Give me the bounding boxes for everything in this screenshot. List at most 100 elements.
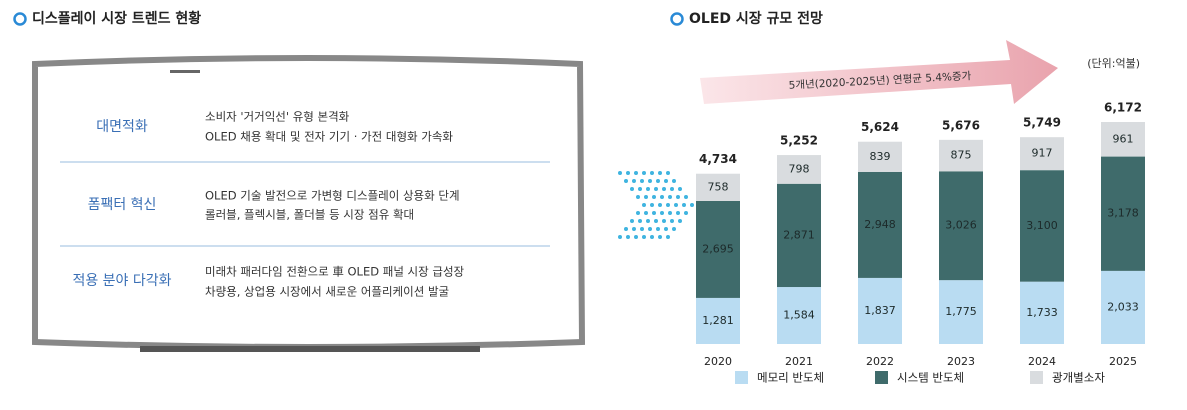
dot <box>666 203 670 207</box>
data-label: 2,695 <box>702 242 734 255</box>
total-label: 5,252 <box>780 134 818 148</box>
legend-label: 메모리 반도체 <box>757 371 824 385</box>
dot <box>670 219 674 223</box>
dot <box>650 203 654 207</box>
dot <box>652 211 656 215</box>
data-label: 1,733 <box>1026 306 1058 319</box>
left-title: 디스플레이 시장 트렌드 현황 <box>32 10 201 27</box>
title-icon <box>15 14 26 25</box>
dot <box>632 227 636 231</box>
dot <box>676 195 680 199</box>
data-label: 2,871 <box>783 228 815 241</box>
dot <box>678 219 682 223</box>
dot <box>652 195 656 199</box>
x-tick-label: 2023 <box>947 355 975 368</box>
dot <box>638 187 642 191</box>
total-label: 4,734 <box>699 152 737 166</box>
dot <box>636 195 640 199</box>
data-label: 839 <box>870 150 891 163</box>
x-tick-label: 2020 <box>704 355 732 368</box>
chart-title: OLED 시장 규모 전망 <box>689 10 823 27</box>
dot <box>664 227 668 231</box>
title-icon <box>672 14 683 25</box>
dot <box>654 187 658 191</box>
dot <box>640 227 644 231</box>
dot <box>660 195 664 199</box>
dot <box>682 203 686 207</box>
dot <box>644 195 648 199</box>
dot <box>684 211 688 215</box>
dot <box>660 211 664 215</box>
dot <box>618 171 622 175</box>
dot <box>634 171 638 175</box>
dot <box>676 211 680 215</box>
dot <box>626 171 630 175</box>
data-label: 798 <box>789 162 810 175</box>
chevron-dots <box>618 171 694 239</box>
data-label: 917 <box>1032 147 1053 160</box>
data-label: 3,026 <box>945 219 977 232</box>
row-text: 롤러블, 플렉시블, 폴더블 등 시장 점유 확대 <box>205 208 414 222</box>
data-label: 875 <box>951 149 972 162</box>
dot <box>638 219 642 223</box>
row-text: 차량용, 상업용 시장에서 새로운 어플리케이션 발굴 <box>205 285 449 299</box>
tv-detail <box>170 70 200 73</box>
dot <box>658 171 662 175</box>
dot <box>666 235 670 239</box>
dot <box>630 219 634 223</box>
tv-stand <box>140 346 480 352</box>
dot <box>632 179 636 183</box>
data-label: 1,281 <box>702 314 734 327</box>
row-text: 미래차 패러다임 전환으로 車 OLED 패널 시장 급성장 <box>205 265 465 279</box>
total-label: 5,676 <box>942 118 980 132</box>
row-text: OLED 채용 확대 및 전자 기기 · 가전 대형화 가속화 <box>205 130 453 144</box>
row-text: 소비자 '거거익선' 유형 본격화 <box>205 110 350 124</box>
dot <box>630 187 634 191</box>
dot <box>648 179 652 183</box>
legend-swatch <box>1030 371 1043 384</box>
dot <box>626 235 630 239</box>
x-tick-label: 2021 <box>785 355 813 368</box>
dot <box>636 211 640 215</box>
row-label: 대면적화 <box>96 119 148 135</box>
data-label: 3,178 <box>1107 207 1139 220</box>
dot <box>644 211 648 215</box>
dot <box>640 179 644 183</box>
dot <box>656 227 660 231</box>
x-tick-label: 2022 <box>866 355 894 368</box>
dot <box>654 219 658 223</box>
dot <box>646 187 650 191</box>
x-tick-label: 2024 <box>1028 355 1056 368</box>
dot <box>668 195 672 199</box>
dot <box>650 171 654 175</box>
dot <box>624 227 628 231</box>
data-label: 758 <box>708 180 729 193</box>
dot <box>658 235 662 239</box>
data-label: 1,775 <box>945 305 977 318</box>
dot <box>670 187 674 191</box>
dot <box>624 179 628 183</box>
dot <box>664 179 668 183</box>
total-label: 5,749 <box>1023 116 1061 130</box>
dot <box>618 235 622 239</box>
legend-label: 시스템 반도체 <box>897 371 964 385</box>
dot <box>646 219 650 223</box>
dot <box>668 211 672 215</box>
legend-swatch <box>875 371 888 384</box>
dot <box>642 203 646 207</box>
row-text: OLED 기술 발전으로 가변형 디스플레이 상용화 단계 <box>205 189 460 203</box>
dot <box>674 203 678 207</box>
data-label: 1,837 <box>864 304 896 317</box>
row-label: 적용 분야 다각화 <box>72 273 171 289</box>
row-label: 폼팩터 혁신 <box>88 197 157 213</box>
data-label: 1,584 <box>783 309 815 322</box>
data-label: 961 <box>1113 132 1134 145</box>
dot <box>658 203 662 207</box>
dot <box>684 195 688 199</box>
dot <box>662 187 666 191</box>
x-tick-label: 2025 <box>1109 355 1137 368</box>
dot <box>642 171 646 175</box>
legend-swatch <box>735 371 748 384</box>
growth-arrow <box>700 40 1058 104</box>
page: 디스플레이 시장 트렌드 현황 OLED 시장 규모 전망 대면적화 폼팩터 혁… <box>0 0 1187 410</box>
